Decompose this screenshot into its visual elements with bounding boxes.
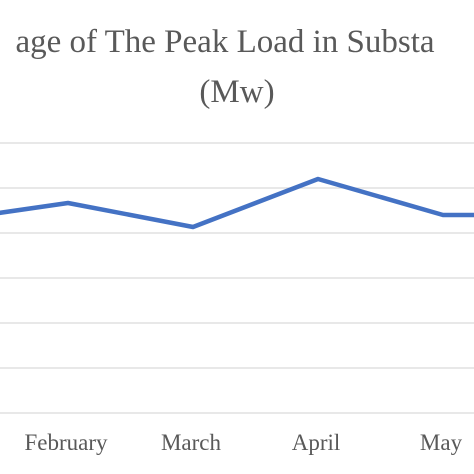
chart-title-line-1: age of The Peak Load in Substa [15,24,435,60]
x-tick-label: February [24,430,108,455]
x-tick-label: May [420,430,463,455]
series-group [0,176,474,230]
series-line-0 [0,176,474,230]
x-axis-tick-labels: February March April May [24,430,462,455]
x-tick-label: April [292,430,341,455]
chart-title-line-2: (Mw) [199,74,275,110]
x-tick-label: March [161,430,222,455]
gridlines [0,142,474,414]
